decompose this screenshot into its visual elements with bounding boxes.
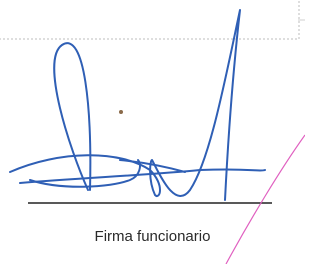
stroke [20, 169, 265, 183]
field-box [0, 0, 299, 39]
signature-area [0, 0, 305, 264]
dot [119, 110, 123, 114]
caption: Firma funcionario [0, 228, 305, 245]
stroke [54, 43, 90, 190]
page: Firma funcionario (() => { const data = … [0, 0, 305, 264]
